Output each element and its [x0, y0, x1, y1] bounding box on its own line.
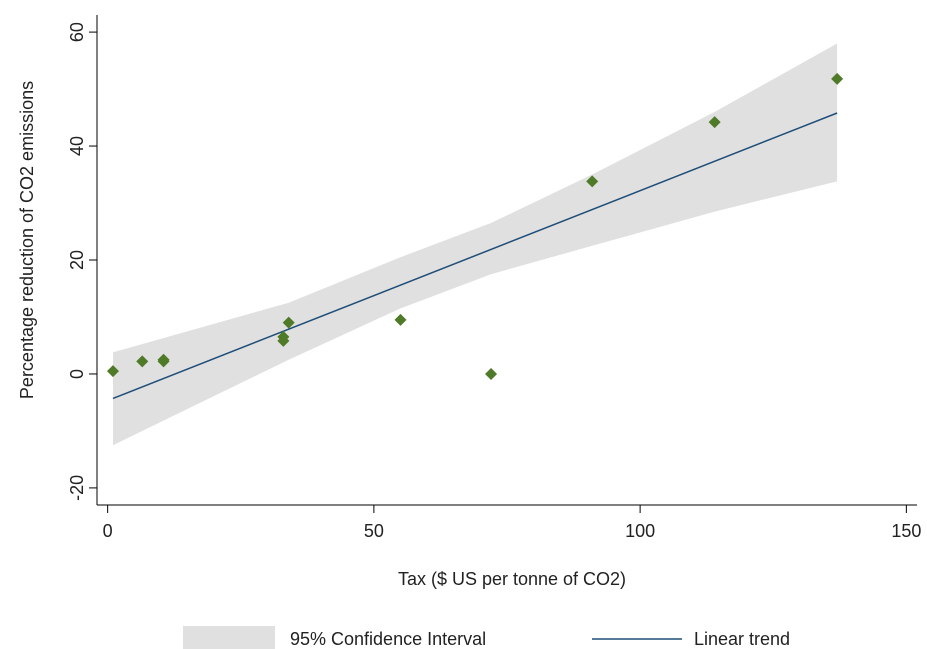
- confidence-band: [113, 43, 838, 446]
- y-tick-label: 0: [67, 369, 87, 379]
- trend-line: [112, 112, 838, 400]
- data-point-8: [394, 313, 407, 326]
- data-point-1: [106, 365, 119, 378]
- data-point-7: [282, 316, 295, 329]
- x-axis-title: Tax ($ US per tonne of CO2): [398, 569, 626, 589]
- x-tick-label: 0: [103, 521, 113, 541]
- legend-band-label: 95% Confidence Interval: [290, 629, 486, 649]
- data-point-2: [136, 355, 149, 368]
- data-points-layer: [106, 72, 844, 380]
- y-axis-title: Percentage reduction of CO2 emissions: [17, 81, 37, 399]
- y-tick-label: -20: [67, 475, 87, 501]
- data-point-6: [277, 334, 290, 347]
- data-point-9: [485, 367, 498, 380]
- confidence-band-layer: [113, 43, 838, 446]
- x-tick-label: 50: [364, 521, 384, 541]
- trend-line-layer: [112, 112, 838, 400]
- x-tick-label: 150: [891, 521, 921, 541]
- y-tick-label: 40: [67, 136, 87, 156]
- legend: 95% Confidence Interval Linear trend: [183, 626, 790, 649]
- legend-band-swatch: [183, 626, 275, 649]
- x-tick-label: 100: [625, 521, 655, 541]
- y-tick-label: 20: [67, 250, 87, 270]
- data-point-10: [586, 175, 599, 188]
- data-point-12: [831, 72, 844, 85]
- axis-ticks: 0 50 100 150 -20 0 20 40 60: [67, 22, 921, 541]
- legend-trend-label: Linear trend: [694, 629, 790, 649]
- data-point-11: [708, 116, 721, 129]
- y-tick-label: 60: [67, 22, 87, 42]
- data-point-4: [157, 355, 170, 368]
